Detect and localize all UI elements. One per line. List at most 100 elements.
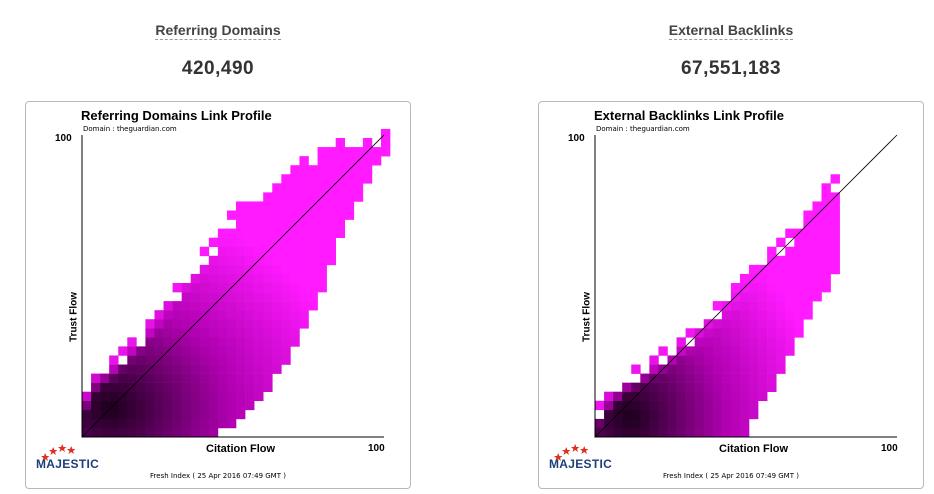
heatmap-cell (335, 219, 346, 229)
heatmap-cell (640, 409, 650, 420)
heatmap-cell (362, 156, 373, 166)
heatmap-cell (236, 264, 246, 275)
heatmap-cell (767, 373, 777, 383)
heatmap-cell (785, 319, 795, 329)
heatmap-cell (353, 192, 364, 202)
heatmap-cell (226, 355, 237, 365)
heatmap-cell (172, 418, 182, 429)
heatmap-cell (127, 355, 137, 365)
heatmap-cell (749, 328, 759, 338)
heatmap-cell (694, 382, 705, 392)
heatmap-cell (308, 273, 318, 284)
heatmap-cell (785, 264, 795, 275)
heatmap-cell (308, 282, 318, 293)
heatmap-cell (803, 228, 813, 238)
heatmap-cell (721, 427, 732, 438)
heatmap-cell (91, 391, 101, 402)
heatmap-cell (649, 400, 659, 411)
heatmap-cell (749, 400, 759, 411)
y-max-tick: 100 (568, 133, 585, 144)
heatmap-cell (245, 301, 255, 311)
heatmap-cell (254, 282, 264, 293)
metric-title-text[interactable]: External Backlinks (668, 22, 794, 40)
heatmap-cell (236, 310, 246, 320)
metric-title-text[interactable]: Referring Domains (155, 22, 281, 40)
heatmap-cell (272, 183, 282, 193)
heatmap-cell (163, 382, 173, 392)
heatmap-cell (803, 292, 813, 302)
heatmap-cell (190, 355, 201, 365)
heatmap-cell (676, 400, 686, 411)
heatmap-cell (263, 355, 273, 365)
heatmap-cell (217, 282, 228, 293)
metric-title: External Backlinks (538, 22, 924, 40)
heatmap-cell (217, 382, 228, 392)
logo-text: MAJESTIC (549, 457, 613, 471)
heatmap-cell (767, 264, 777, 275)
heatmap-cell (199, 418, 210, 429)
heatmap-cell (299, 255, 309, 266)
heatmap-cell (317, 156, 327, 166)
heatmap-cell (776, 301, 786, 311)
heatmap-cell (640, 418, 650, 429)
heatmap-cell (749, 292, 759, 302)
heatmap-cell (245, 292, 255, 302)
heatmap-cell (118, 364, 128, 374)
heatmap-cell (749, 310, 759, 320)
heatmap-cell (794, 255, 804, 266)
heatmap-cell (190, 427, 201, 438)
heatmap-cell (263, 328, 273, 338)
heatmap-cell (190, 373, 201, 383)
heatmap-cell (154, 418, 164, 429)
fresh-index-label: Fresh Index ( 25 Apr 2016 07:49 GMT ) (150, 472, 286, 480)
heatmap-cell (622, 382, 632, 392)
heatmap-cell (821, 210, 831, 220)
heatmap-cell (109, 418, 119, 429)
heatmap-cell (254, 310, 264, 320)
heatmap-cell (658, 391, 668, 402)
heatmap-cell (145, 427, 155, 438)
heatmap-cell (263, 364, 273, 374)
heatmap-cell (721, 382, 732, 392)
heatmap-cell (317, 237, 327, 248)
metric-value: 67,551,183 (680, 58, 782, 79)
heatmap-cell (739, 382, 750, 392)
heatmap-cell (109, 427, 119, 438)
heatmap-cell (685, 427, 695, 438)
heatmap-cell (272, 201, 282, 211)
heatmap-cell (712, 400, 723, 411)
heatmap-cell (830, 228, 840, 238)
heatmap-cell (794, 246, 804, 257)
heatmap-cell (109, 391, 119, 402)
heatmap-cell (245, 237, 255, 248)
heatmap-cell (676, 382, 686, 392)
heatmap-cell (281, 183, 291, 193)
heatmap-cell (272, 319, 282, 329)
heatmap-cell (758, 319, 768, 329)
heatmap-cell (136, 382, 146, 392)
heatmap-cell (127, 418, 137, 429)
heatmap-cell (172, 319, 182, 329)
heatmap-cell (730, 282, 741, 293)
heatmap-cell (254, 264, 264, 275)
heatmap-cell (254, 237, 264, 248)
heatmap-cell (236, 210, 246, 220)
heatmap-cell (217, 337, 228, 347)
heatmap-cell (290, 246, 300, 257)
heatmap-cell (172, 427, 182, 438)
heatmap-cell (676, 418, 686, 429)
heatmap-cell (226, 264, 237, 275)
heatmap-cell (803, 237, 813, 248)
heatmap-cell (667, 409, 677, 420)
heatmap-cell (272, 328, 282, 338)
heatmap-cell (245, 373, 255, 383)
x-max-tick: 100 (881, 443, 898, 454)
heatmap-cell (226, 228, 237, 238)
heatmap-cell (226, 418, 237, 429)
heatmap-cell (91, 427, 101, 438)
heatmap-cell (254, 292, 264, 302)
heatmap-cell (208, 337, 219, 347)
heatmap-cell (208, 382, 219, 392)
heatmap-cell (272, 337, 282, 347)
heatmap-cell (308, 219, 318, 229)
